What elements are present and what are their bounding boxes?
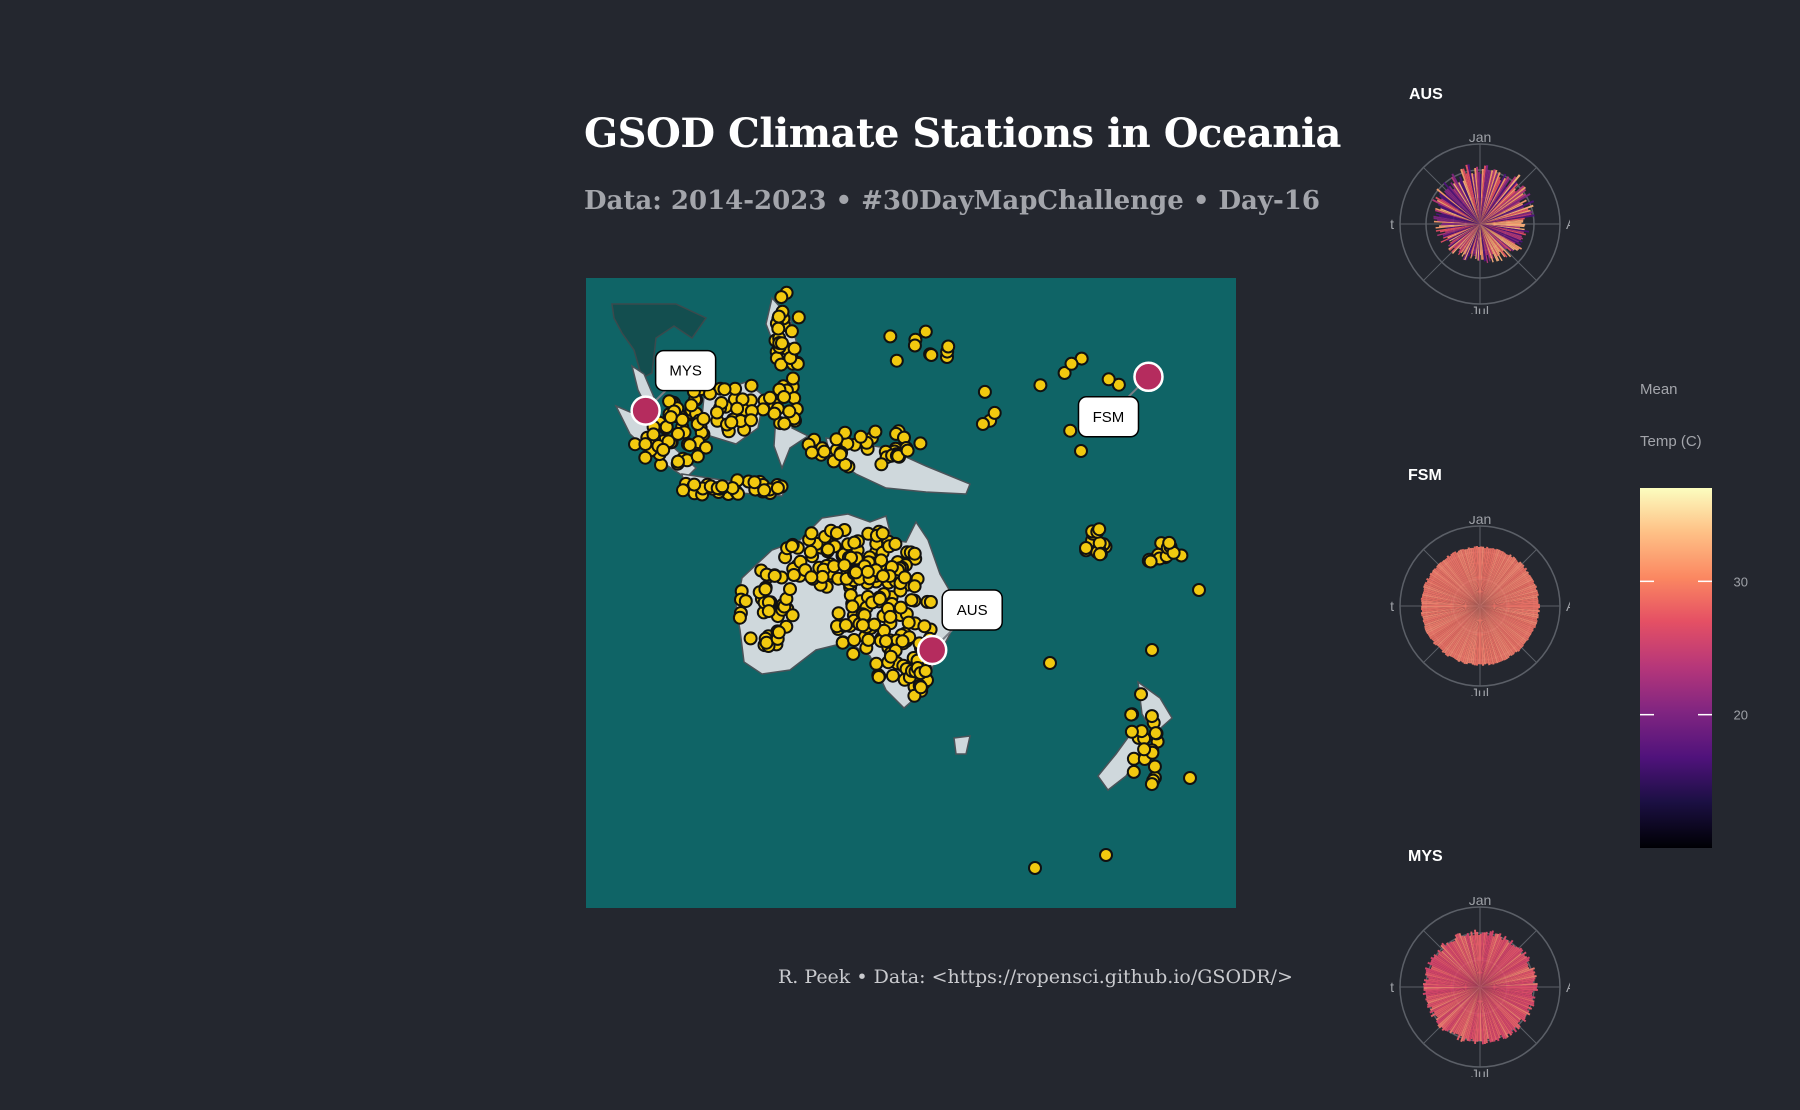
polar-axis-label: Apr: [1566, 216, 1570, 232]
highlight-aus: AUS: [916, 589, 1003, 666]
legend-title-line2: Temp (C): [1640, 433, 1702, 450]
station-points: [628, 285, 1206, 875]
label-aus: AUS: [957, 602, 988, 619]
temperature-legend: 30 20: [1640, 488, 1748, 848]
polar-axis-label: Apr: [1566, 598, 1570, 614]
polar-axis-label: Jan: [1469, 516, 1492, 527]
map-subtitle: Data: 2014-2023 • #30DayMapChallenge • D…: [584, 186, 1320, 216]
polar-axis-label: Oct: [1390, 216, 1394, 232]
highlight-mys: MYS: [630, 349, 717, 426]
landmass-tasmania: [953, 735, 971, 755]
highlighted-stations: MYS FSM AUS: [630, 349, 1164, 666]
polar-title-aus: AUS: [1409, 86, 1443, 103]
polar-axis-label: Jul: [1471, 1066, 1489, 1077]
polar-chart-mys: Jan Apr Jul Oct: [1390, 897, 1570, 1077]
map-title: GSOD Climate Stations in Oceania: [584, 110, 1341, 157]
station-map: MYS FSM AUS: [586, 278, 1236, 908]
legend-title-line1: Mean: [1640, 381, 1678, 398]
legend-colorbar: [1640, 488, 1712, 848]
highlight-fsm: FSM: [1077, 361, 1164, 438]
polar-title-fsm: FSM: [1408, 467, 1442, 484]
polar-axis-label: Jul: [1471, 685, 1489, 696]
polar-chart-fsm: Jan Apr Jul Oct: [1390, 516, 1570, 696]
polar-axis-label: Jan: [1469, 134, 1492, 145]
polar-axis-label: Oct: [1390, 979, 1394, 995]
map-caption: R. Peek • Data: <https://ropensci.github…: [778, 966, 1293, 988]
polar-chart-aus: Jan Apr Jul Oct: [1390, 134, 1570, 314]
polar-axis-label: Oct: [1390, 598, 1394, 614]
polar-axis-label: Apr: [1566, 979, 1570, 995]
legend-tick-label: 20: [1734, 708, 1748, 723]
landmass-indochina: [611, 303, 708, 380]
polar-axis-label: Jan: [1469, 897, 1492, 908]
legend-tick-label: 30: [1734, 574, 1748, 589]
polar-axis-label: Jul: [1471, 303, 1489, 314]
label-mys: MYS: [669, 363, 702, 380]
polar-title-mys: MYS: [1408, 848, 1443, 865]
label-fsm: FSM: [1093, 409, 1125, 426]
